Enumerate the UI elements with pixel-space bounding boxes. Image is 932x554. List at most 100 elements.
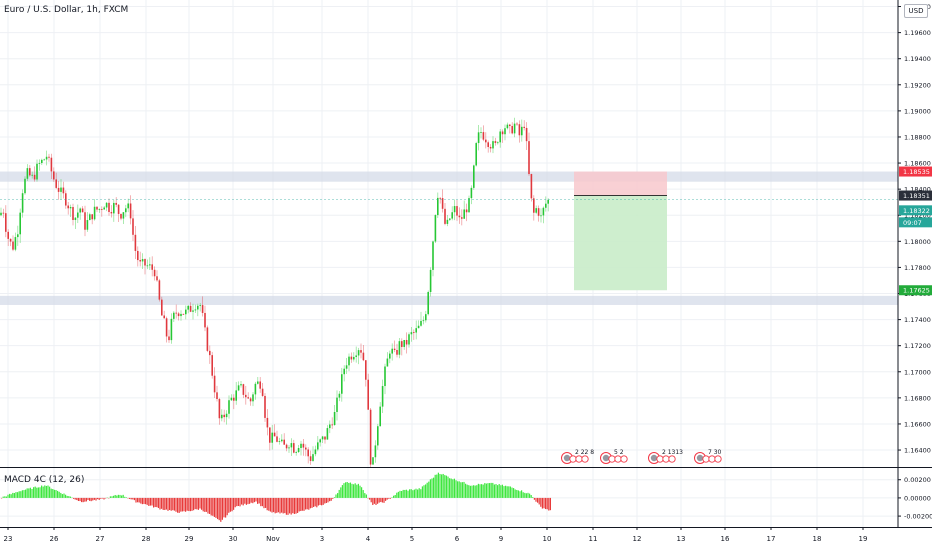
macd-bar xyxy=(188,497,190,512)
macd-bar xyxy=(421,486,423,498)
macd-bar xyxy=(465,483,467,498)
macd-bar xyxy=(55,490,57,498)
price-tick-label: 1.18600 xyxy=(904,160,931,168)
macd-bar xyxy=(109,496,111,498)
candle-body xyxy=(156,276,158,281)
macd-bar xyxy=(364,493,366,498)
macd-bar xyxy=(81,497,83,503)
candle-body xyxy=(429,269,432,293)
macd-bar xyxy=(445,475,447,498)
time-tick-label: 3 xyxy=(320,535,324,543)
macd-bar xyxy=(213,497,215,517)
candle-body xyxy=(501,131,504,135)
macd-bar xyxy=(477,483,479,498)
grid-lines xyxy=(0,0,898,527)
candle-body xyxy=(180,313,182,317)
candle-body xyxy=(117,204,120,214)
candle-body xyxy=(161,299,163,316)
candle-body xyxy=(302,443,305,448)
macd-bar xyxy=(226,497,228,516)
macd-bar xyxy=(111,496,113,498)
candle-body xyxy=(329,424,331,429)
macd-bar xyxy=(169,497,171,511)
macd-bar xyxy=(279,497,281,514)
candle-body xyxy=(439,197,441,199)
macd-bar xyxy=(183,497,185,512)
macd-bar xyxy=(396,492,398,498)
candle-body xyxy=(348,356,350,366)
macd-bar xyxy=(305,497,307,510)
macd-bar xyxy=(377,497,379,504)
candle-body xyxy=(223,414,225,418)
time-tick-label: 11 xyxy=(589,535,598,543)
macd-bar xyxy=(506,486,508,498)
macd-bar xyxy=(271,497,273,513)
candle-body xyxy=(151,264,153,270)
macd-bar xyxy=(129,497,131,499)
macd-bar xyxy=(153,497,155,508)
macd-bar xyxy=(250,497,252,503)
macd-bar xyxy=(28,488,30,498)
macd-bar xyxy=(418,488,420,498)
price-tick-label: 1.16600 xyxy=(904,420,931,428)
currency-badge[interactable]: USD xyxy=(904,4,928,18)
macd-bar xyxy=(50,488,52,498)
macd-bar xyxy=(397,491,399,498)
macd-bar xyxy=(218,497,220,521)
macd-bar xyxy=(316,497,318,508)
macd-bar xyxy=(537,497,539,503)
candle-body xyxy=(317,442,319,450)
candle-body xyxy=(225,413,228,418)
macd-bar xyxy=(175,497,177,512)
macd-bar xyxy=(74,497,76,500)
macd-bar xyxy=(65,494,67,498)
event-label: 5 2 xyxy=(614,449,624,456)
candle-body xyxy=(2,212,5,214)
macd-bar xyxy=(495,484,497,498)
event-flag-icon xyxy=(702,455,710,463)
candle-body xyxy=(509,124,511,126)
candle-body xyxy=(314,449,317,455)
macd-bar xyxy=(173,497,175,511)
macd-bar xyxy=(220,497,222,522)
candle-body xyxy=(465,209,468,213)
macd-bar xyxy=(26,488,28,498)
candle-body xyxy=(113,202,115,214)
macd-bar xyxy=(212,497,214,516)
candle-body xyxy=(103,207,105,210)
macd-bar xyxy=(333,497,335,498)
price-axis-labels[interactable]: 1.198001.196001.194001.192001.190001.188… xyxy=(898,3,932,521)
macd-bar xyxy=(17,492,19,498)
candle-body xyxy=(216,392,218,400)
macd-bar xyxy=(196,497,198,510)
macd-bar xyxy=(458,481,460,498)
candle-body xyxy=(434,215,437,242)
macd-bar xyxy=(335,494,337,498)
macd-bar xyxy=(426,482,428,498)
candle-body xyxy=(31,174,33,176)
candle-body xyxy=(350,356,353,360)
time-axis-labels[interactable]: 23 26 27 28 29 30 Nov 3 4 5 6 9 10 11 12 13 16 17 18 19 xyxy=(4,527,868,543)
candle-body xyxy=(91,214,93,220)
macd-title[interactable]: MACD 4C (12, 26) xyxy=(4,475,85,485)
macd-bar xyxy=(2,496,4,498)
macd-bar xyxy=(365,494,367,498)
event-dot-icon xyxy=(650,454,658,462)
event-label: 2 1313 xyxy=(662,449,683,456)
symbol-title[interactable]: Euro / U.S. Dollar, 1h, FXCM xyxy=(4,5,129,15)
economic-events[interactable]: 2 22 8 5 2 2 1313 7 30 xyxy=(561,449,722,464)
macd-bar xyxy=(205,497,207,512)
macd-bar xyxy=(490,482,492,498)
macd-bar xyxy=(412,490,414,498)
macd-bar xyxy=(89,497,91,501)
macd-bar xyxy=(437,472,439,498)
macd-bar xyxy=(452,479,454,498)
macd-bar xyxy=(47,485,49,498)
candle-body xyxy=(48,156,50,158)
macd-bar xyxy=(37,487,39,498)
macd-bar xyxy=(303,497,305,511)
countdown-tag-bg xyxy=(899,217,932,228)
event-dot-icon xyxy=(563,454,571,462)
candle-body xyxy=(307,449,309,457)
